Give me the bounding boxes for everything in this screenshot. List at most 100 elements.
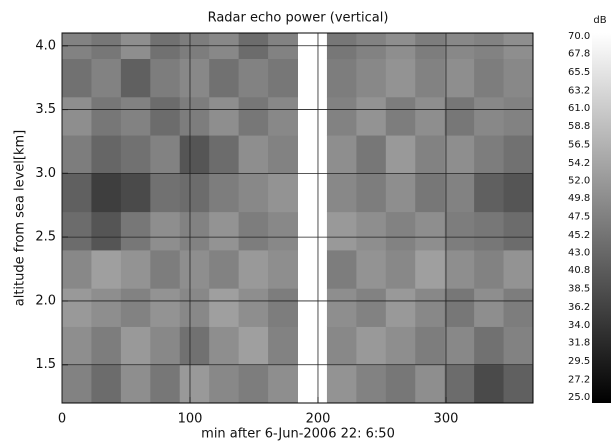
colorbar-tick-label: 52.0 — [568, 175, 590, 186]
heat-cell — [62, 249, 92, 289]
heat-cell — [238, 173, 269, 213]
colorbar — [592, 33, 611, 403]
heat-cell — [385, 249, 416, 289]
heat-cell — [120, 364, 151, 404]
y-tick-label: 2.5 — [35, 230, 56, 245]
heat-cell — [91, 135, 122, 174]
heat-cell — [326, 211, 357, 251]
colorbar-tick-label: 40.8 — [568, 265, 590, 276]
heat-cell — [474, 96, 505, 136]
heat-cell — [62, 58, 92, 98]
colorbar-tick-label: 25.0 — [568, 392, 590, 403]
heat-cell — [268, 288, 298, 327]
heat-cell — [503, 58, 534, 98]
heat-cell — [474, 326, 505, 366]
heat-cell — [179, 96, 210, 136]
heat-cell — [91, 364, 122, 404]
heat-cell — [503, 364, 534, 404]
heat-cell — [238, 96, 269, 136]
heat-cell — [209, 58, 240, 98]
heat-cell — [209, 135, 240, 174]
heat-cell — [209, 96, 240, 136]
chart-title: Radar echo power (vertical) — [208, 11, 389, 26]
heat-cell — [356, 58, 387, 98]
heat-cell — [238, 364, 269, 404]
heat-cell — [238, 135, 269, 174]
heat-cell — [238, 288, 269, 327]
heat-cell — [238, 249, 269, 289]
heat-cell — [120, 58, 151, 98]
heat-cell — [326, 96, 357, 136]
heat-cell — [62, 288, 92, 327]
heat-cell — [91, 211, 122, 251]
heat-cell — [91, 58, 122, 98]
colorbar-tick-label: 31.8 — [568, 337, 590, 348]
heat-cell — [120, 173, 151, 213]
heat-cell — [150, 211, 181, 251]
heat-cell — [356, 249, 387, 289]
heat-cell — [415, 96, 446, 136]
y-axis-label: altitude from sea level[km] — [13, 130, 28, 307]
y-tick-label: 3.0 — [35, 166, 56, 181]
heat-cell — [268, 58, 298, 98]
heat-cell — [268, 211, 298, 251]
heat-cell — [179, 249, 210, 289]
heat-cell — [268, 249, 298, 289]
heat-cell — [150, 173, 181, 213]
y-tick-label: 2.0 — [35, 293, 56, 308]
heat-cell — [444, 96, 475, 136]
heat-cell — [120, 211, 151, 251]
heat-cell — [474, 288, 505, 327]
heat-cell — [385, 96, 416, 136]
heat-cell — [474, 211, 505, 251]
heat-cell — [356, 173, 387, 213]
heat-cell — [474, 135, 505, 174]
heat-cell — [209, 364, 240, 404]
heat-cell — [179, 211, 210, 251]
heat-cell — [179, 364, 210, 404]
heat-cell — [238, 326, 269, 366]
y-tick-label: 3.5 — [35, 102, 56, 117]
heat-cell — [326, 249, 357, 289]
colorbar-tick-label: 34.0 — [568, 320, 590, 331]
heat-cell — [444, 326, 475, 366]
heat-cell — [415, 364, 446, 404]
heat-cell — [356, 96, 387, 136]
heat-cell — [356, 364, 387, 404]
heat-cell — [62, 211, 92, 251]
heat-cell — [326, 135, 357, 174]
heat-cell — [356, 211, 387, 251]
x-tick-label: 300 — [434, 412, 459, 427]
y-tick-label: 4.0 — [35, 38, 56, 53]
heat-cell — [62, 364, 92, 404]
heat-cell — [356, 326, 387, 366]
colorbar-tick-label: 27.2 — [568, 374, 590, 385]
heat-cell — [150, 96, 181, 136]
heat-cell — [62, 96, 92, 136]
heat-cell — [91, 326, 122, 366]
heat-cell — [474, 173, 505, 213]
heat-cell — [268, 364, 298, 404]
heat-cell — [326, 326, 357, 366]
colorbar-tick-label: 54.2 — [568, 158, 590, 169]
heat-cell — [326, 288, 357, 327]
heat-cell — [444, 173, 475, 213]
x-tick-label: 200 — [306, 412, 331, 427]
heat-cell — [209, 326, 240, 366]
heat-cell — [91, 173, 122, 213]
x-axis-label: min after 6-Jun-2006 22: 6:50 — [201, 427, 395, 441]
heat-cell — [150, 364, 181, 404]
colorbar-tick-label: 65.5 — [568, 67, 590, 78]
heat-cell — [268, 326, 298, 366]
heat-cell — [62, 326, 92, 366]
heat-cell — [91, 288, 122, 327]
heat-cell — [385, 364, 416, 404]
heat-cell — [238, 211, 269, 251]
colorbar-unit: dB — [593, 15, 606, 26]
heat-cell — [444, 58, 475, 98]
heat-cell — [326, 173, 357, 213]
heat-cell — [385, 135, 416, 174]
heat-cell — [385, 58, 416, 98]
heat-cell — [238, 58, 269, 98]
heat-cell — [326, 364, 357, 404]
